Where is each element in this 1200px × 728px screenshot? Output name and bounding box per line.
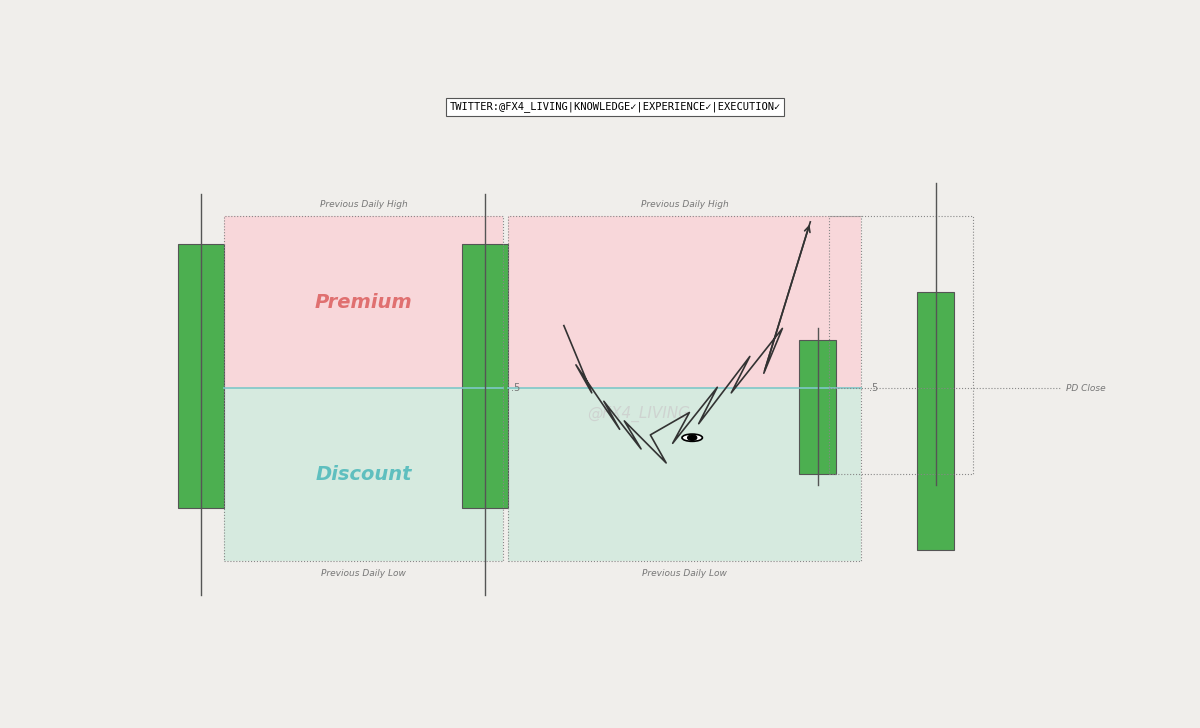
Text: .5: .5 (511, 384, 520, 393)
Text: PD Close: PD Close (1066, 384, 1105, 393)
Text: @FX4_LIVING: @FX4_LIVING (587, 405, 690, 422)
Text: Discount: Discount (316, 465, 412, 484)
Text: Previous Daily High: Previous Daily High (320, 200, 408, 209)
Bar (917, 292, 954, 550)
Text: TWITTER:@FX4_LIVING|KNOWLEDGE✓|EXPERIENCE✓|EXECUTION✓: TWITTER:@FX4_LIVING|KNOWLEDGE✓|EXPERIENC… (449, 101, 781, 112)
Bar (178, 245, 224, 508)
Text: Previous Daily High: Previous Daily High (641, 200, 728, 209)
Ellipse shape (682, 434, 702, 441)
Text: Previous Daily Low: Previous Daily Low (322, 569, 407, 579)
Bar (508, 388, 862, 561)
Text: .5: .5 (869, 384, 878, 393)
Text: Premium: Premium (316, 293, 413, 312)
Bar (508, 216, 862, 388)
Bar (462, 245, 508, 508)
Bar (224, 216, 504, 388)
Circle shape (688, 435, 697, 440)
Bar (799, 339, 836, 474)
Bar (224, 388, 504, 561)
Text: Previous Daily Low: Previous Daily Low (642, 569, 727, 579)
